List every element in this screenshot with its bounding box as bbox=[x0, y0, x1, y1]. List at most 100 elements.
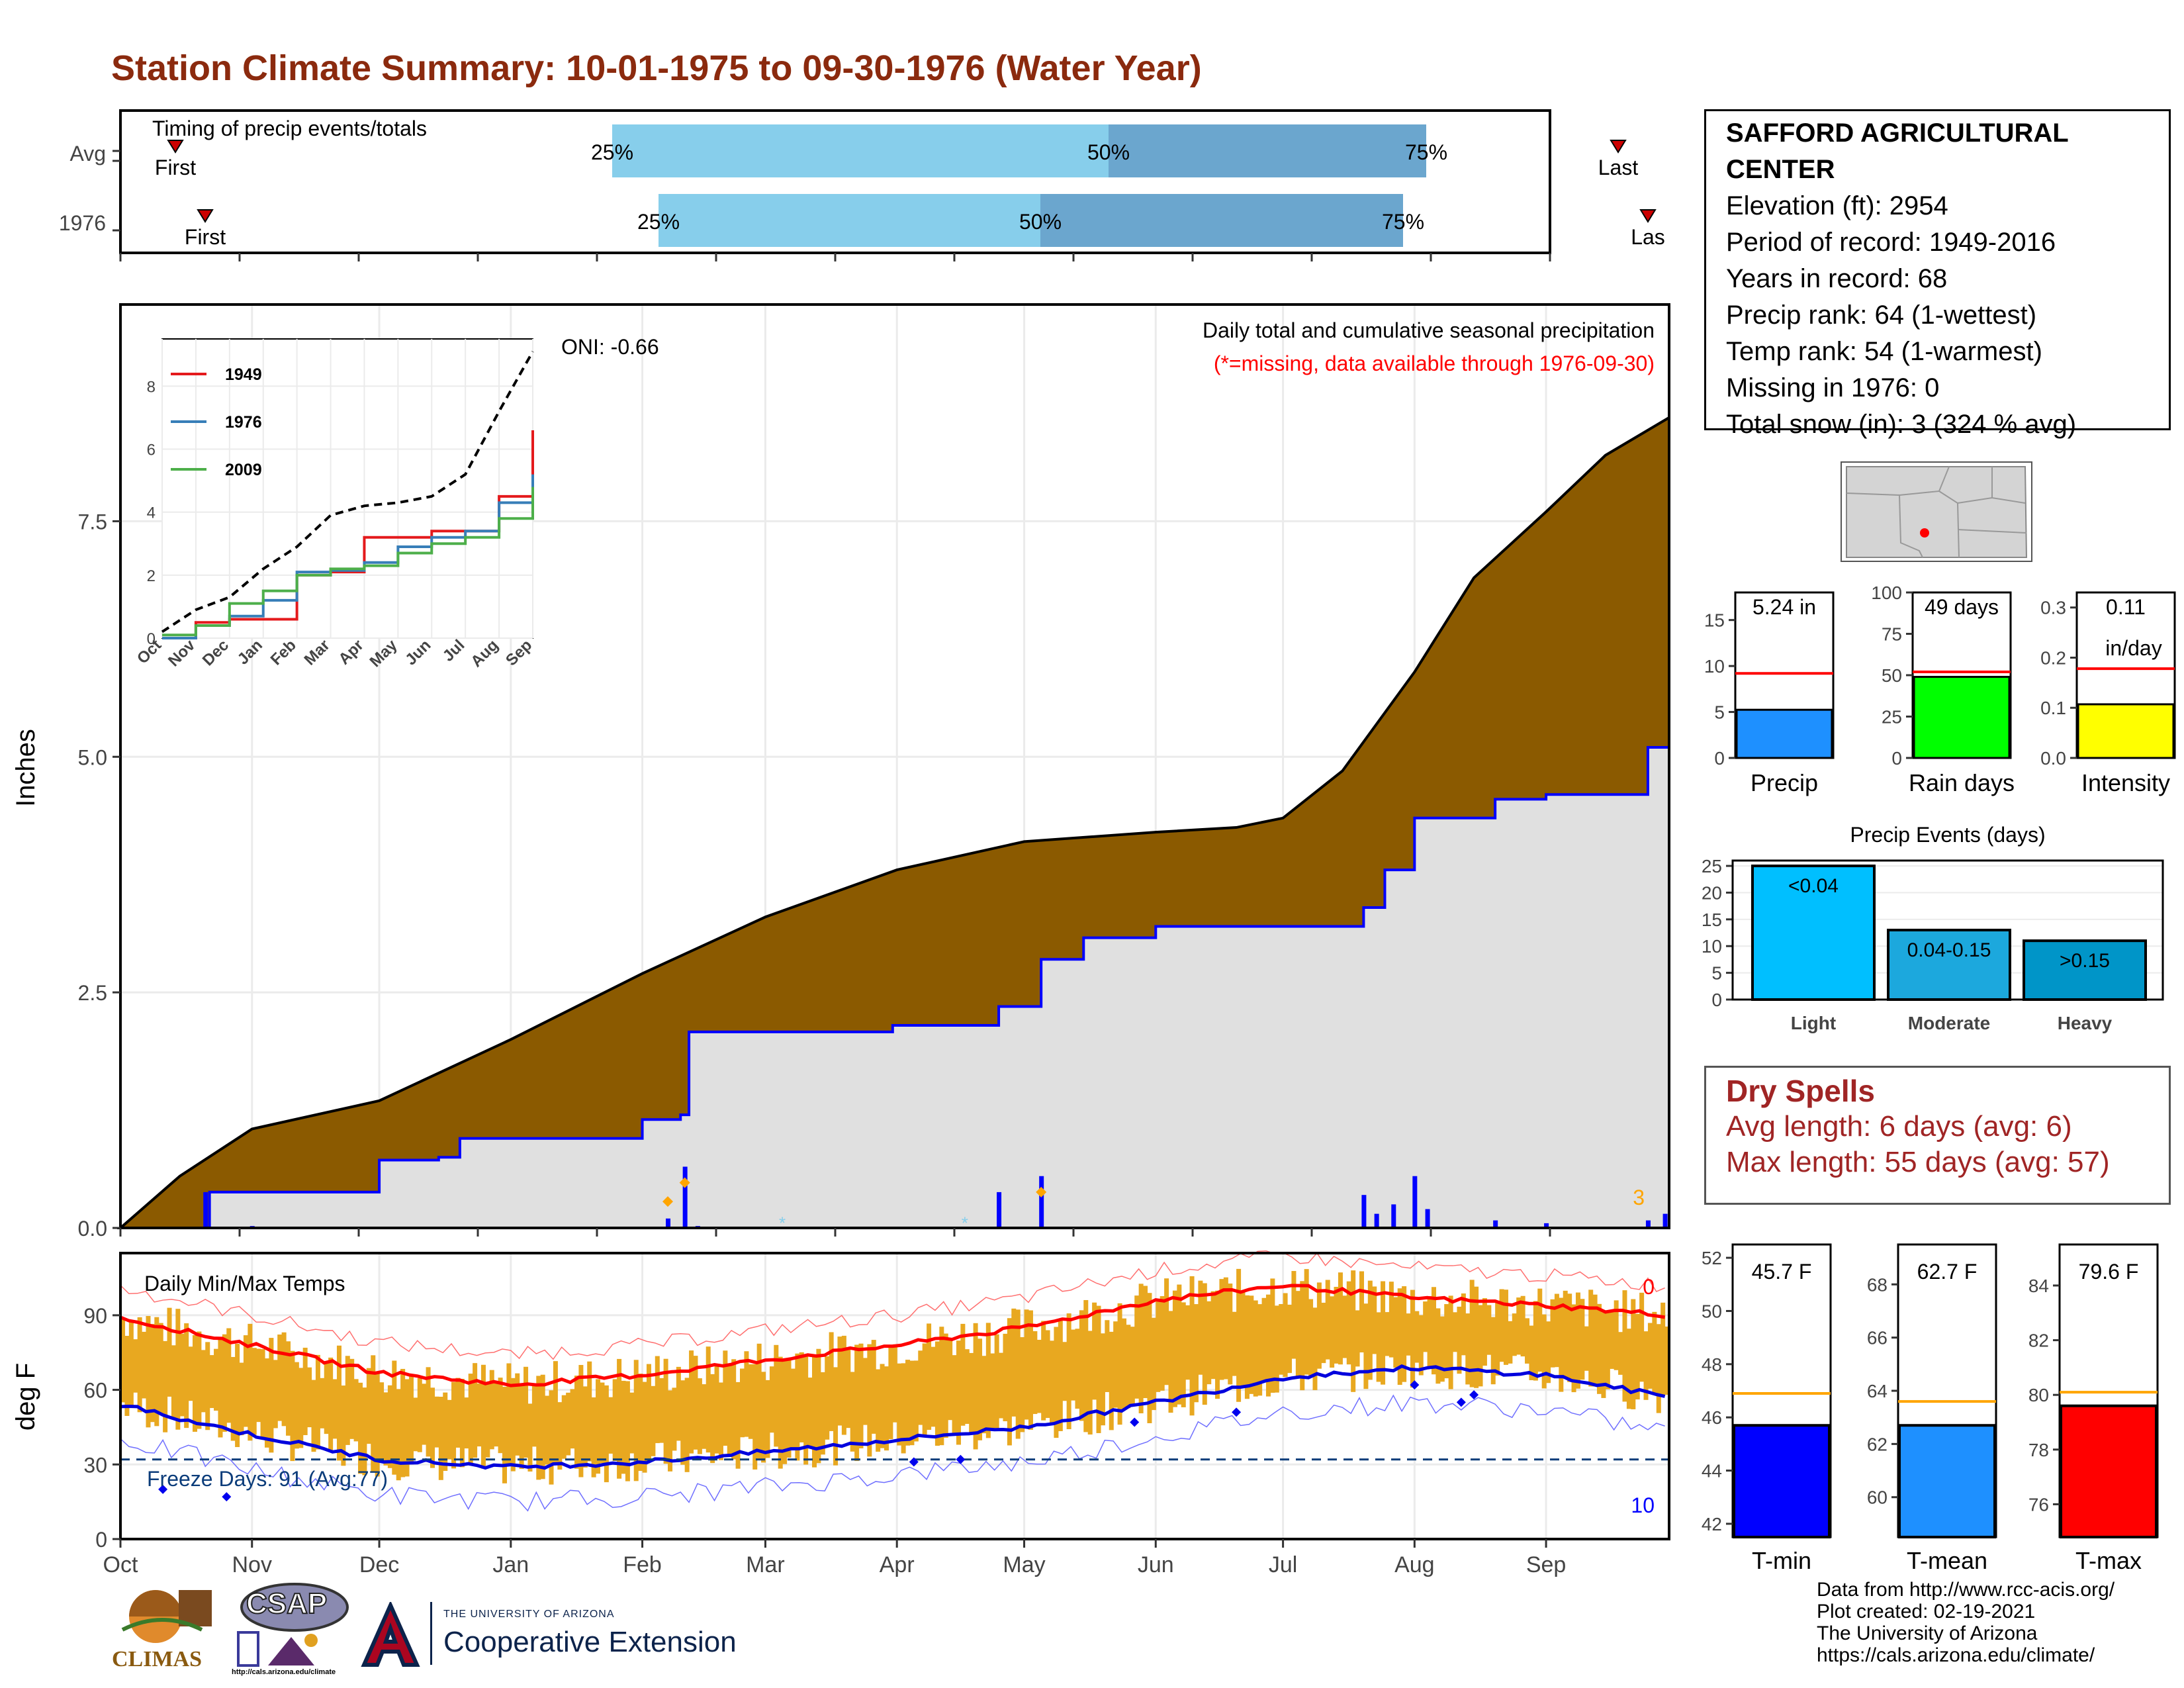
daily-temp-bar bbox=[1355, 1310, 1360, 1367]
daily-temp-bar bbox=[1639, 1292, 1645, 1382]
ua-logo-small-text: THE UNIVERSITY OF ARIZONA bbox=[443, 1609, 615, 1620]
daily-temp-bar bbox=[1096, 1305, 1101, 1433]
temp-ytick-label: 60 bbox=[83, 1379, 107, 1403]
daily-temp-bar bbox=[642, 1382, 647, 1473]
daily-temp-bar bbox=[1393, 1297, 1398, 1368]
csap-logo-text: CSAP bbox=[246, 1587, 328, 1620]
daily-temp-bar bbox=[201, 1350, 206, 1413]
mini-bar-ytick-label: 10 bbox=[1704, 656, 1725, 677]
precip-events-border bbox=[1731, 859, 2164, 1001]
daily-temp-bar bbox=[672, 1387, 677, 1451]
daily-temp-bar bbox=[854, 1344, 860, 1462]
daily-temp-bar bbox=[243, 1335, 248, 1427]
daily-temp-bar bbox=[256, 1348, 261, 1423]
daily-temp-bar bbox=[426, 1367, 431, 1457]
daily-temp-bar bbox=[702, 1384, 707, 1449]
daily-temp-bar bbox=[1478, 1305, 1483, 1387]
temp-bar-ytick-label: 68 bbox=[1867, 1274, 1888, 1295]
daily-temp-bar bbox=[1041, 1321, 1046, 1421]
daily-temp-bar bbox=[973, 1323, 978, 1450]
dry-spells-box: Dry Spells Avg length: 6 days (avg: 6) M… bbox=[1704, 1066, 2171, 1205]
daily-temp-bar bbox=[795, 1353, 800, 1461]
daily-temp-bar bbox=[1279, 1303, 1284, 1375]
daily-temp-bar bbox=[931, 1346, 936, 1427]
timing-panel: 25% 50% 75% First Last 25% 50% 75% First Las Timi… bbox=[59, 109, 1665, 261]
daily-temp-bar bbox=[876, 1369, 881, 1452]
mini-bar-ytick-label: 0.2 bbox=[2040, 647, 2066, 668]
daily-temp-bar bbox=[1529, 1325, 1534, 1380]
daily-temp-bar bbox=[1448, 1295, 1453, 1389]
daily-temp-bar bbox=[1359, 1271, 1365, 1353]
daily-temp-bar bbox=[905, 1360, 911, 1446]
record-low-marker bbox=[909, 1457, 919, 1467]
daily-temp-bar bbox=[404, 1379, 410, 1477]
daily-temp-bar bbox=[1652, 1311, 1657, 1395]
daily-temp-bar bbox=[1321, 1302, 1326, 1364]
daily-temp-bar bbox=[468, 1374, 473, 1465]
precip-ytick-label: 5.0 bbox=[78, 745, 107, 769]
daily-temp-bar bbox=[1635, 1313, 1640, 1400]
daily-temp-bar bbox=[1295, 1291, 1300, 1377]
hot-days-count: 0 bbox=[1643, 1275, 1655, 1299]
daily-temp-bar bbox=[740, 1368, 745, 1438]
daily-precip-bar bbox=[666, 1218, 671, 1228]
daily-temp-bar bbox=[171, 1345, 176, 1419]
precip-ytick-label: 2.5 bbox=[78, 981, 107, 1005]
daily-temp-bar bbox=[1147, 1293, 1152, 1423]
daily-temp-bar bbox=[1406, 1313, 1411, 1356]
station-elevation: Elevation (ft): 2954 bbox=[1726, 191, 1948, 220]
temp-bar-charts: 45.7 F 42 44 46 48 50 52 T-min 62.7 F 60 62 64 66 68 T… bbox=[1702, 1243, 2159, 1574]
dry-spells-avg: Avg length: 6 days (avg: 6) bbox=[1726, 1110, 2072, 1143]
credits-date: Plot created: 02-19-2021 bbox=[1817, 1601, 2036, 1622]
ua-logo-big-text: Cooperative Extension bbox=[443, 1626, 737, 1658]
daily-temp-bar bbox=[561, 1395, 567, 1459]
daily-temp-bar bbox=[1181, 1302, 1186, 1407]
daily-temp-bar bbox=[392, 1360, 397, 1475]
daily-temp-bar bbox=[1020, 1336, 1025, 1432]
daily-temp-bar bbox=[209, 1355, 214, 1409]
daily-temp-bar bbox=[1003, 1333, 1008, 1422]
daily-temp-bar bbox=[1283, 1293, 1288, 1378]
daily-temp-bar bbox=[1032, 1331, 1038, 1415]
precip-events-bar-1 bbox=[1887, 929, 2011, 1001]
daily-temp-bar bbox=[553, 1361, 558, 1465]
station-name-line1: SAFFORD AGRICULTURAL bbox=[1726, 118, 2069, 148]
daily-temp-bar bbox=[960, 1323, 966, 1426]
daily-temp-bar bbox=[1567, 1293, 1572, 1382]
temp-bar-value-1: 62.7 F bbox=[1917, 1260, 1978, 1284]
inset-series-line-3 bbox=[161, 351, 534, 633]
daily-temp-bar bbox=[710, 1374, 715, 1464]
daily-temp-bar bbox=[1537, 1288, 1543, 1372]
timing-bar-late-1 bbox=[1040, 194, 1403, 247]
daily-temp-bar bbox=[502, 1386, 507, 1483]
precip-events-ytick-label: 5 bbox=[1711, 963, 1722, 984]
mini-bar-0 bbox=[1735, 708, 1833, 759]
daily-temp-bar bbox=[362, 1387, 367, 1476]
precip-events-bar-label-1: 0.04-0.15 bbox=[1907, 939, 1991, 961]
dry-spells-max: Max length: 55 days (avg: 57) bbox=[1726, 1146, 2110, 1178]
daily-temp-bar bbox=[447, 1399, 452, 1460]
daily-temp-bar bbox=[1143, 1286, 1148, 1399]
daily-temp-bar bbox=[790, 1368, 796, 1449]
daily-temp-bar bbox=[205, 1342, 210, 1430]
daily-temp-bar bbox=[862, 1358, 868, 1425]
daily-temp-bar bbox=[1388, 1282, 1394, 1358]
daily-temp-bar bbox=[1614, 1300, 1619, 1370]
daily-temp-bar bbox=[1372, 1286, 1377, 1354]
daily-temp-bar bbox=[290, 1350, 295, 1462]
record-low-marker bbox=[1130, 1417, 1140, 1427]
inset-ytick-label: 4 bbox=[147, 504, 156, 522]
temp-panel: Daily Min/Max Temps Freeze Days: 91 (Avg… bbox=[11, 1250, 1670, 1577]
daily-temp-bar bbox=[179, 1333, 185, 1417]
daily-temp-bar bbox=[608, 1397, 614, 1454]
temp-bar-ytick-label: 50 bbox=[1702, 1301, 1722, 1321]
daily-temp-bar bbox=[1571, 1304, 1576, 1393]
daily-temp-bar bbox=[137, 1317, 142, 1413]
daily-temp-bar bbox=[1261, 1297, 1267, 1382]
daily-temp-bar bbox=[286, 1341, 291, 1436]
daily-temp-bar bbox=[498, 1378, 503, 1454]
missing-marker: * bbox=[779, 1213, 786, 1233]
daily-temp-bar bbox=[1024, 1309, 1029, 1420]
precip-events-bar-2 bbox=[2023, 939, 2147, 1001]
daily-temp-bar bbox=[175, 1309, 181, 1430]
